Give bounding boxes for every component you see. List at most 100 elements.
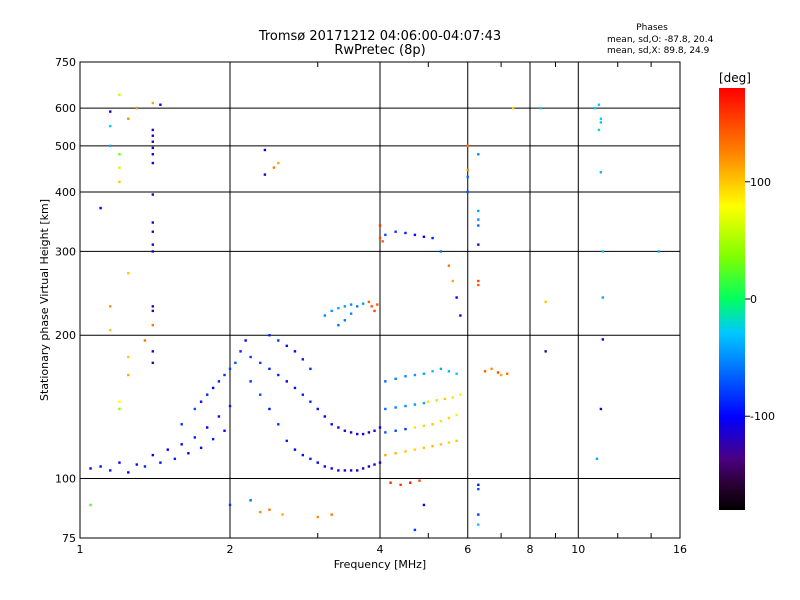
data-point bbox=[422, 424, 426, 428]
data-point bbox=[151, 453, 155, 457]
data-point bbox=[355, 305, 359, 308]
data-point bbox=[422, 446, 426, 450]
data-point bbox=[477, 487, 480, 491]
data-point bbox=[378, 236, 382, 240]
data-point bbox=[343, 429, 347, 432]
y-tick-label: 100 bbox=[55, 473, 76, 486]
data-point bbox=[89, 467, 92, 470]
data-point bbox=[316, 515, 319, 519]
data-point bbox=[404, 427, 407, 431]
data-point bbox=[384, 453, 387, 457]
data-point bbox=[151, 193, 155, 196]
data-point bbox=[337, 306, 340, 310]
data-point bbox=[544, 300, 547, 304]
data-point bbox=[228, 404, 232, 408]
data-point bbox=[211, 386, 215, 390]
data-point bbox=[343, 469, 347, 472]
data-point bbox=[249, 499, 252, 502]
data-point bbox=[477, 153, 480, 156]
x-tick-label: 8 bbox=[527, 543, 534, 556]
data-point bbox=[244, 339, 247, 342]
data-point bbox=[413, 403, 417, 406]
colorbar-tick-label: 0 bbox=[750, 293, 757, 306]
data-point bbox=[601, 296, 605, 299]
x-axis-label: Frequency [MHz] bbox=[334, 558, 426, 571]
grid bbox=[80, 62, 680, 538]
data-point bbox=[597, 128, 601, 132]
data-point bbox=[439, 250, 443, 253]
data-point bbox=[109, 328, 112, 332]
data-point bbox=[361, 432, 365, 436]
y-axis-label: Stationary phase Virtual Height [km] bbox=[38, 199, 51, 401]
data-point bbox=[367, 465, 371, 468]
data-point bbox=[199, 400, 203, 403]
data-point bbox=[301, 393, 305, 396]
data-point bbox=[259, 393, 262, 396]
chart-subtitle: RwPretec (8p) bbox=[334, 43, 425, 58]
data-point bbox=[151, 140, 155, 143]
data-point bbox=[217, 415, 221, 418]
y-tick-label: 75 bbox=[62, 532, 76, 545]
data-point bbox=[268, 407, 271, 411]
chart-title: Tromsø 20171212 04:06:00-04:07:43 bbox=[258, 29, 501, 44]
data-point bbox=[272, 166, 276, 169]
data-point bbox=[378, 224, 382, 227]
data-point bbox=[455, 439, 458, 443]
data-point bbox=[431, 444, 434, 448]
y-tick-label: 200 bbox=[55, 329, 76, 342]
data-point bbox=[249, 380, 252, 383]
data-point bbox=[205, 426, 209, 429]
data-point bbox=[413, 373, 417, 377]
data-point bbox=[151, 230, 155, 233]
data-point bbox=[268, 508, 271, 511]
data-point bbox=[259, 361, 262, 365]
data-point bbox=[118, 180, 121, 184]
data-point bbox=[99, 206, 102, 210]
data-point bbox=[599, 117, 603, 120]
y-tick-label: 600 bbox=[55, 102, 76, 115]
data-point bbox=[151, 146, 155, 150]
data-point bbox=[259, 510, 262, 514]
data-point bbox=[151, 250, 155, 253]
data-point bbox=[330, 423, 333, 426]
data-point bbox=[151, 153, 155, 156]
data-point bbox=[349, 469, 353, 472]
data-point bbox=[439, 443, 443, 446]
data-point bbox=[309, 367, 312, 371]
colorbar-ticks: 100 0 -100 bbox=[745, 176, 775, 423]
data-point bbox=[477, 209, 480, 213]
data-point bbox=[447, 416, 451, 420]
data-point bbox=[277, 339, 280, 342]
data-point bbox=[205, 393, 209, 396]
data-point bbox=[127, 272, 130, 275]
data-point bbox=[597, 103, 601, 106]
data-point bbox=[466, 168, 469, 172]
data-point bbox=[349, 312, 353, 315]
data-point bbox=[293, 448, 297, 451]
data-point bbox=[539, 106, 542, 110]
data-point bbox=[443, 397, 447, 401]
y-tick-label: 300 bbox=[55, 245, 76, 258]
data-point bbox=[361, 467, 365, 470]
data-point bbox=[409, 481, 412, 484]
data-point bbox=[431, 423, 434, 426]
data-point bbox=[404, 450, 407, 453]
data-point bbox=[127, 355, 130, 359]
data-point bbox=[657, 250, 660, 253]
y-tick-label: 400 bbox=[55, 186, 76, 199]
x-tick-label: 10 bbox=[571, 543, 585, 556]
data-point bbox=[89, 503, 92, 507]
data-point bbox=[427, 400, 430, 403]
data-point bbox=[135, 463, 138, 466]
stats-heading: Phases bbox=[636, 23, 668, 33]
data-point bbox=[330, 467, 333, 470]
data-point bbox=[490, 367, 493, 371]
data-point bbox=[301, 358, 305, 361]
data-point bbox=[159, 103, 162, 106]
data-point bbox=[361, 302, 365, 305]
data-point bbox=[477, 218, 480, 221]
data-point bbox=[394, 429, 397, 432]
data-point bbox=[431, 236, 434, 240]
data-point bbox=[601, 250, 605, 253]
data-point bbox=[511, 106, 515, 110]
